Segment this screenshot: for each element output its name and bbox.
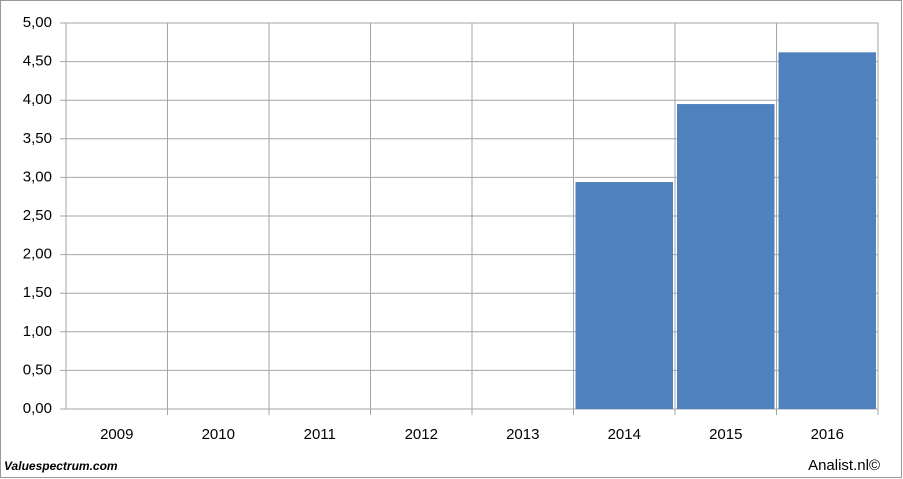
bar <box>575 182 673 409</box>
source-right: Analist.nl© <box>808 457 880 474</box>
y-tick-label: 5,00 <box>23 14 52 31</box>
x-tick-label: 2012 <box>405 426 438 443</box>
x-tick-label: 2016 <box>811 426 844 443</box>
x-tick-label: 2011 <box>304 426 336 443</box>
x-tick-label: 2014 <box>608 426 641 443</box>
y-tick-label: 3,50 <box>23 130 52 147</box>
y-tick-label: 4,50 <box>23 53 52 70</box>
y-tick-label: 3,00 <box>23 168 52 185</box>
source-left: Valuespectrum.com <box>4 459 118 473</box>
y-tick-label: 1,00 <box>23 323 52 340</box>
x-tick-label: 2009 <box>100 426 133 443</box>
y-tick-label: 0,50 <box>23 361 52 378</box>
x-tick-label: 2010 <box>202 426 235 443</box>
y-tick-label: 0,00 <box>23 400 52 417</box>
y-tick-label: 4,00 <box>23 91 52 108</box>
y-tick-label: 2,50 <box>23 207 52 224</box>
x-tick-label: 2015 <box>709 426 742 443</box>
y-tick-label: 1,50 <box>23 284 52 301</box>
x-tick-label: 2013 <box>506 426 539 443</box>
bar <box>677 104 775 409</box>
y-tick-label: 2,00 <box>23 246 52 263</box>
bar <box>778 52 876 409</box>
